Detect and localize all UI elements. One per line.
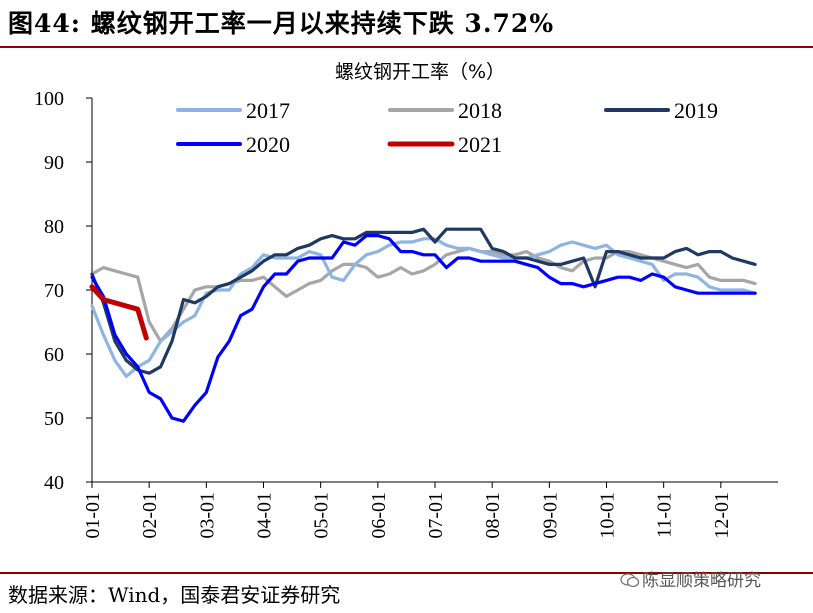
chart-legend: 2017 2018 2019 2020 2021 bbox=[176, 98, 718, 157]
y-tick-label: 60 bbox=[44, 344, 64, 366]
y-tick-label: 100 bbox=[34, 88, 64, 110]
legend-label-2019: 2019 bbox=[674, 98, 718, 123]
legend-label-2021: 2021 bbox=[458, 132, 502, 157]
chart-axes: 40 50 60 70 80 90 100 01-01 02-01 03-01 04-01 05-01… bbox=[34, 88, 778, 539]
x-tick-label: 09-01 bbox=[539, 492, 561, 539]
wechat-icon bbox=[620, 573, 640, 588]
watermark-text: 陈显顺策略研究 bbox=[642, 571, 761, 591]
footer-divider bbox=[0, 572, 813, 574]
series-line-2017 bbox=[90, 237, 757, 378]
x-tick-label: 04-01 bbox=[254, 492, 276, 539]
x-tick-label: 10-01 bbox=[597, 492, 619, 539]
source-note: 数据来源：Wind，国泰君安证券研究 bbox=[8, 583, 341, 607]
y-tick-label: 70 bbox=[44, 280, 64, 302]
series-line-2021 bbox=[89, 284, 149, 341]
chart-series bbox=[89, 227, 757, 423]
x-tick-label: 07-01 bbox=[425, 492, 447, 539]
x-tick-label: 11-01 bbox=[654, 492, 676, 538]
y-tick-label: 80 bbox=[44, 216, 64, 238]
line-chart: 螺纹钢开工率（%） 40 50 60 70 80 90 100 01-01 02-01 03-01… bbox=[34, 61, 778, 539]
series-line-2020 bbox=[90, 234, 757, 423]
x-tick-label: 06-01 bbox=[368, 492, 390, 539]
x-tick-label: 01-01 bbox=[82, 492, 104, 539]
watermark: 陈显顺策略研究 bbox=[620, 566, 761, 591]
x-tick-label: 03-01 bbox=[196, 492, 218, 539]
series-line-2018 bbox=[90, 246, 757, 343]
y-tick-label: 90 bbox=[44, 152, 64, 174]
x-tick-label: 12-01 bbox=[711, 492, 733, 539]
y-tick-label: 50 bbox=[44, 408, 64, 430]
series-line-2019 bbox=[90, 227, 757, 375]
legend-label-2018: 2018 bbox=[458, 98, 502, 123]
y-tick-label: 40 bbox=[44, 472, 64, 494]
x-tick-label: 05-01 bbox=[311, 492, 333, 539]
legend-label-2017: 2017 bbox=[246, 98, 290, 123]
figure-title: 图44: 螺纹钢开工率一月以来持续下跌 3.72% bbox=[8, 9, 555, 38]
x-tick-label: 02-01 bbox=[139, 492, 161, 539]
legend-label-2020: 2020 bbox=[246, 132, 290, 157]
x-tick-label: 08-01 bbox=[482, 492, 504, 539]
chart-title: 螺纹钢开工率（%） bbox=[335, 61, 505, 83]
title-divider bbox=[0, 46, 813, 48]
